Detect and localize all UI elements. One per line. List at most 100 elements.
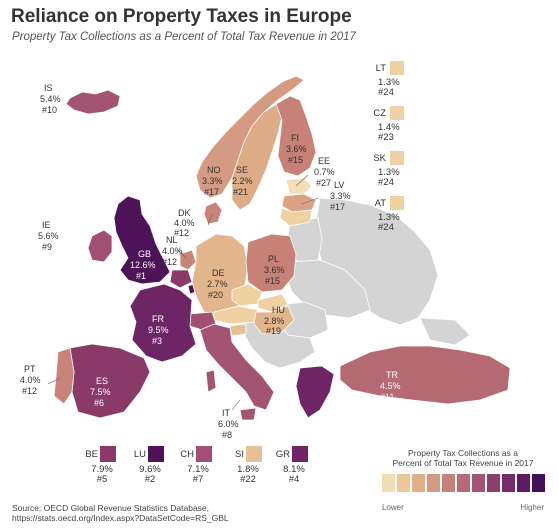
bottom-swatch-si: [246, 446, 262, 462]
country-latvia[interactable]: [281, 193, 317, 213]
leader-ee: [295, 174, 309, 187]
bottom-code-gr: GR: [275, 449, 290, 460]
svg-text:7.5%: 7.5%: [90, 387, 111, 397]
legend-swatch: [471, 474, 485, 492]
svg-text:EE: EE: [318, 156, 330, 166]
svg-text:#1: #1: [136, 271, 146, 281]
svg-text:IT: IT: [222, 408, 231, 418]
map-subtitle: Property Tax Collections as a Percent of…: [12, 31, 356, 43]
svg-text:#8: #8: [222, 430, 232, 440]
legend-swatch: [501, 474, 515, 492]
svg-text:#15: #15: [288, 155, 303, 165]
svg-text:#12: #12: [22, 386, 37, 396]
country-sicily[interactable]: [239, 407, 257, 421]
svg-text:#9: #9: [42, 242, 52, 252]
country-turkey[interactable]: [339, 345, 511, 405]
country-iceland[interactable]: [65, 89, 121, 115]
legend-swatch: [531, 474, 545, 492]
map-title: Reliance on Property Taxes in Europe: [11, 6, 352, 27]
svg-text:FI: FI: [291, 133, 299, 143]
svg-text:2.7%: 2.7%: [207, 279, 228, 289]
svg-text:IS: IS: [44, 83, 53, 93]
label-it: IT 6.0% #8: [218, 408, 239, 440]
country-denmark[interactable]: [203, 201, 223, 225]
svg-text:SE: SE: [236, 165, 248, 175]
legend-title-line1: Property Tax Collections as a: [408, 448, 518, 458]
country-hungary[interactable]: [253, 305, 295, 335]
label-ee: EE 0.7% #27: [314, 156, 335, 188]
country-slovenia[interactable]: [229, 323, 247, 337]
country-great-britain[interactable]: [113, 195, 171, 285]
label-pt: PT 4.0% #12: [20, 364, 41, 396]
country-france[interactable]: [129, 283, 197, 363]
svg-text:#12: #12: [174, 228, 189, 238]
svg-text:#27: #27: [316, 178, 331, 188]
country-lithuania[interactable]: [279, 207, 313, 227]
country-netherlands[interactable]: [179, 249, 197, 271]
svg-text:#3: #3: [152, 336, 162, 346]
side-code-lt: LT: [375, 63, 386, 74]
svg-text:#11: #11: [380, 392, 394, 402]
svg-text:#12: #12: [162, 257, 177, 267]
legend-swatch: [516, 474, 530, 492]
bottom-code-ch: CH: [180, 449, 194, 460]
svg-text:NO: NO: [207, 165, 221, 175]
label-es: ES 7.5% #6: [90, 376, 111, 408]
svg-text:ES: ES: [96, 376, 108, 386]
side-swatch-lt: [390, 61, 404, 75]
legend-title-line2: Percent of Total Tax Revenue in 2017: [392, 458, 534, 468]
label-is: IS 5.4% #10: [40, 83, 61, 115]
svg-text:#6: #6: [94, 398, 104, 408]
bottom-swatch-be: [100, 446, 116, 462]
bottom-code-si: SI: [235, 449, 244, 460]
label-ie: IE 5.6% #9: [38, 220, 59, 252]
svg-text:3.6%: 3.6%: [286, 144, 307, 154]
svg-text:9.5%: 9.5%: [148, 325, 169, 335]
label-lv: LV 3.3% #17: [330, 180, 351, 212]
country-slovakia[interactable]: [257, 293, 289, 313]
label-se: SE 2.2% #21: [232, 165, 253, 197]
svg-text:#20: #20: [208, 290, 223, 300]
side-value-lt: 1.3% #24: [378, 77, 400, 98]
legend-swatch: [396, 474, 410, 492]
svg-text:#10: #10: [42, 105, 57, 115]
leader-it: [231, 399, 241, 411]
svg-text:6.0%: 6.0%: [218, 419, 239, 429]
country-ireland[interactable]: [87, 229, 113, 263]
country-belgium[interactable]: [169, 269, 193, 289]
bottom-swatch-lu: [148, 446, 164, 462]
country-spain[interactable]: [69, 343, 151, 419]
label-dk: DK 4.0% #12: [174, 208, 195, 238]
leader-pt: [47, 377, 61, 385]
country-sardinia[interactable]: [205, 369, 217, 393]
svg-text:PL: PL: [268, 254, 279, 264]
country-estonia[interactable]: [285, 177, 313, 195]
bottom-swatch-gr: [292, 446, 308, 462]
svg-text:GB: GB: [138, 249, 151, 259]
svg-text:4.0%: 4.0%: [162, 246, 183, 256]
legend-low-label: Lower: [382, 503, 404, 512]
svg-text:DE: DE: [212, 268, 225, 278]
country-sweden[interactable]: [231, 103, 283, 211]
svg-text:NL: NL: [166, 235, 178, 245]
svg-text:3.6%: 3.6%: [264, 265, 285, 275]
svg-text:#21: #21: [233, 187, 248, 197]
bottom-value-lu: 9.6% #2: [139, 464, 161, 485]
region-caucasus-nodata: [419, 317, 471, 346]
svg-text:0.7%: 0.7%: [314, 167, 335, 177]
svg-text:#17: #17: [330, 202, 345, 212]
legend-swatch: [381, 474, 395, 492]
country-poland[interactable]: [245, 233, 297, 293]
country-portugal[interactable]: [53, 347, 75, 405]
leader-nl: [177, 249, 187, 259]
svg-text:3.3%: 3.3%: [330, 191, 351, 201]
country-finland[interactable]: [275, 95, 317, 177]
label-nl: NL 4.0% #12: [162, 235, 183, 267]
bottom-value-si: 1.8% #22: [237, 464, 259, 485]
svg-text:PT: PT: [24, 364, 36, 374]
svg-text:4.5%: 4.5%: [380, 381, 401, 391]
svg-text:LV: LV: [334, 180, 344, 190]
country-italy[interactable]: [199, 323, 275, 411]
country-greece[interactable]: [295, 365, 335, 419]
side-value-at: 1.3% #24: [378, 212, 400, 233]
